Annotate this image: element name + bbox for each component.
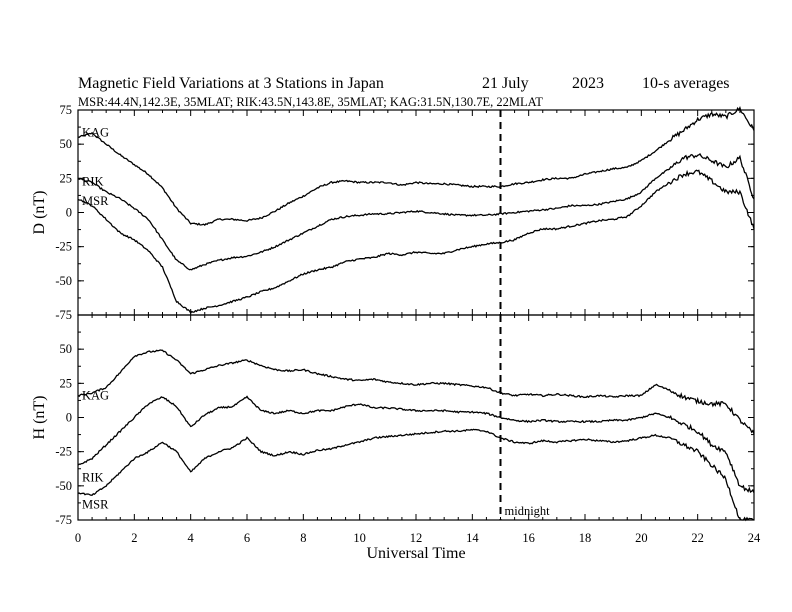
series-line-rik [77,153,755,271]
series-label-kag: KAG [82,389,109,403]
y-tick-label: -75 [55,308,72,322]
x-tick-label: 18 [579,531,592,545]
series-label-msr: MSR [82,498,109,512]
x-tick-label: 2 [131,531,137,545]
chart-year: 2023 [572,75,604,92]
y-tick-label: -75 [55,513,72,527]
d-panel: 75 50 25 0 -25 -50 -75 D (nT) KAG RIK MSR [31,103,755,322]
series-line-kag [77,105,755,226]
series-label-kag: KAG [82,125,109,139]
y-tick-label: -25 [55,445,72,459]
y-tick-label: 0 [66,411,72,425]
chart-date: 21 July [482,75,529,92]
series-line-msr [77,428,755,522]
series-line-rik [77,395,755,494]
midnight-label: midnight [505,504,551,518]
x-tick-label: 20 [635,531,648,545]
y-axis-label: D (nT) [31,191,48,235]
y-tick-label: 50 [60,342,73,356]
panel-frame [77,314,755,521]
y-tick-label: 50 [60,137,73,151]
y-tick-label: 75 [60,103,73,117]
x-tick-label: 12 [410,531,423,545]
series-label-msr: MSR [82,194,109,208]
x-tick-label: 24 [748,531,761,545]
x-tick-label: 10 [353,531,366,545]
x-tick-label: 0 [75,531,81,545]
y-axis-label: H (nT) [31,396,48,440]
h-panel: 50 25 0 -25 -50 -75 H (nT) KAG RIK MSR [31,314,755,527]
y-tick-label: -25 [55,240,72,254]
y-tick-label: -50 [55,479,72,493]
series-line-kag [77,349,755,435]
x-tick-label: 4 [188,531,195,545]
y-tick-label: 0 [66,206,72,220]
x-tick-label: 22 [691,531,704,545]
y-tick-label: 25 [60,376,73,390]
chart-subtitle: MSR:44.4N,142.3E, 35MLAT; RIK:43.5N,143.… [78,95,543,109]
y-tick-label: 25 [60,171,73,185]
series-line-msr [77,169,755,315]
x-tick-label: 8 [300,531,306,545]
x-tick-label: 14 [466,531,479,545]
x-tick-label: 6 [244,531,250,545]
x-axis-label: Universal Time [366,545,465,562]
y-tick-label: -50 [55,274,72,288]
series-label-rik: RIK [82,174,104,188]
x-tick-label: 16 [522,531,535,545]
chart-title: Magnetic Field Variations at 3 Stations … [78,75,384,92]
chart-averaging: 10-s averages [642,75,730,92]
series-label-rik: RIK [82,470,104,484]
